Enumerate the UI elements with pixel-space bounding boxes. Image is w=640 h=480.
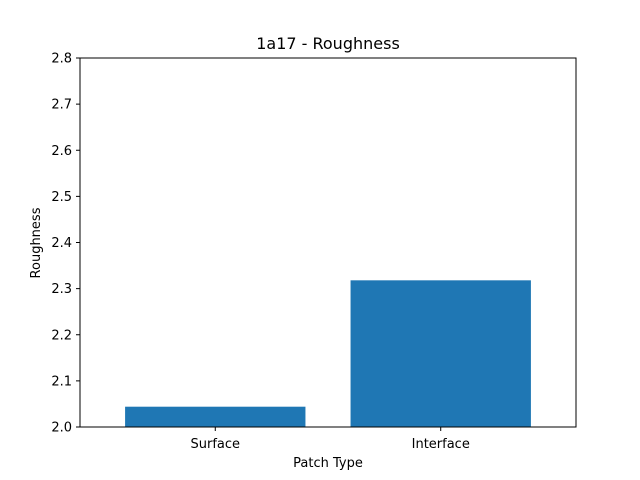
chart-title: 1a17 - Roughness xyxy=(256,34,400,53)
x-axis-title: Patch Type xyxy=(293,456,363,471)
y-tick-label: 2.8 xyxy=(51,52,72,67)
x-tick-label: Interface xyxy=(412,437,470,452)
y-tick-label: 2.5 xyxy=(51,190,72,205)
y-tick-label: 2.1 xyxy=(51,374,72,389)
y-tick-label: 2.6 xyxy=(51,144,72,159)
bar-interface xyxy=(350,280,531,427)
axes-frame xyxy=(79,57,577,428)
y-axis-title: Roughness xyxy=(29,207,44,278)
y-tick-label: 2.2 xyxy=(51,328,72,343)
y-tick-label: 2.4 xyxy=(51,236,72,251)
x-tick-label: Surface xyxy=(191,437,241,452)
plot-area: Surface Interface 2.0 2.1 2.2 2.3 2.4 2.5 2.6 2.7… xyxy=(51,52,577,452)
bar-surface xyxy=(125,406,306,427)
y-tick-label: 2.7 xyxy=(51,98,72,113)
y-tick-label: 2.0 xyxy=(51,421,72,436)
y-tick-label: 2.3 xyxy=(51,282,72,297)
